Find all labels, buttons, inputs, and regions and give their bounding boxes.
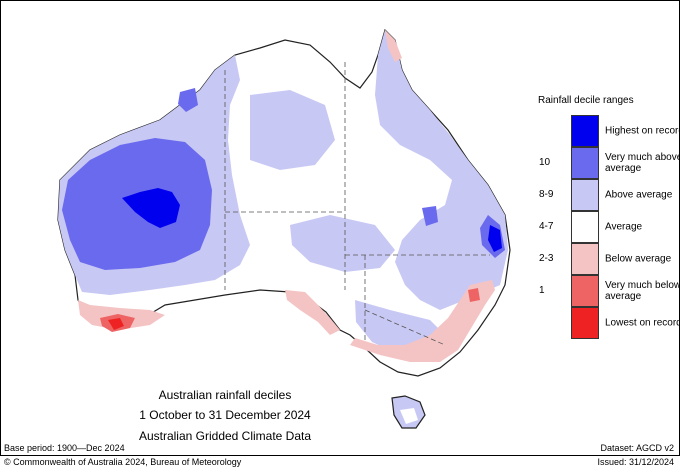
legend-range: 2-3 [539,253,554,264]
nsw-vic-border [364,309,446,346]
legend-range: 1 [539,285,545,296]
very-much-above-region-qld-inland [422,206,438,226]
map-dataset-name: Australian Gridded Climate Data [138,429,312,443]
legend-item-lowest-on-record: Lowest on record [539,307,680,339]
below-average-region-sa [285,290,340,335]
legend-label: Lowest on record [605,317,680,329]
legend-label: Highest on record [605,125,680,137]
copyright: © Commonwealth of Australia 2024, Bureau… [4,457,242,467]
legend-swatch [571,307,599,339]
lowest-on-record-region-sw [108,318,124,330]
highest-on-record-region [122,188,180,228]
below-average-region-north [385,30,402,62]
legend-item-below-average: 2-3 Below average [539,243,679,275]
issued-date: Issued: 31/12/2024 [597,457,674,467]
legend-item-very-much-below-average: 1 Very much below average [539,275,680,307]
legend-range: 10 [539,157,551,168]
legend-range: 4-7 [539,221,554,232]
base-period: Base period: 1900—Dec 2024 [4,443,125,453]
legend-swatch [571,243,599,275]
legend-label: Above average [605,189,673,201]
legend-swatch [571,147,599,179]
dataset-version: Dataset: AGCD v2 [600,443,674,453]
very-much-above-region-north [178,88,198,112]
tasmania-average-region [400,408,418,424]
map-title: Australian rainfall deciles [158,388,292,402]
legend-item-average: 4-7 Average [539,211,679,243]
legend-swatch [571,115,599,147]
legend-label: Below average [605,253,672,265]
average-pocket-east [372,145,440,215]
legend-label: Very much below average [605,280,680,302]
legend-item-above-average: 8-9 Above average [539,179,679,211]
above-average-region-north [250,90,335,170]
above-average-region-east [375,30,508,310]
legend-label: Average [605,221,643,233]
above-average-region-centre [290,215,395,272]
legend-swatch [571,179,599,211]
below-average-region-se [350,280,495,362]
map-date-range: 1 October to 31 December 2024 [139,408,311,422]
highest-on-record-region-qld [488,225,502,252]
legend-swatch [571,275,599,307]
very-much-below-region-se [468,288,480,302]
legend-range: 8-9 [539,189,554,200]
legend-item-highest-on-record: Highest on record [539,115,680,147]
legend-item-very-much-above-average: 10 Very much above average [539,147,680,179]
legend-swatch [571,211,599,243]
state-boundaries [224,62,490,346]
legend-title: Rainfall decile ranges [538,95,634,106]
legend-label: Very much above average [605,152,680,174]
